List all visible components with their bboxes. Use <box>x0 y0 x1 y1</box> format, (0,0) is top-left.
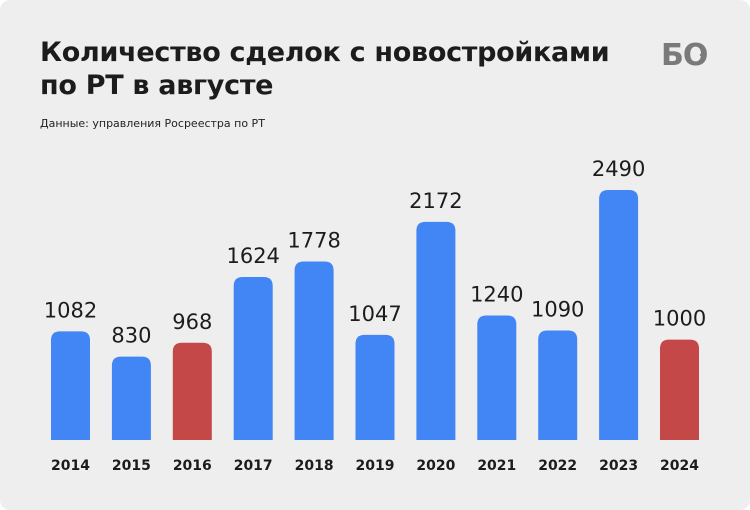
x-tick-2018: 2018 <box>295 458 334 474</box>
x-tick-2022: 2022 <box>538 458 577 474</box>
x-tick-2016: 2016 <box>173 458 212 474</box>
x-tick-2017: 2017 <box>234 458 273 474</box>
value-label-2015: 830 <box>111 324 151 348</box>
chart-title: Количество сделок с новостройками по РТ … <box>40 37 610 101</box>
clock-hand-icon <box>699 49 706 57</box>
bar-2015 <box>111 356 151 440</box>
x-tick-2019: 2019 <box>356 458 395 474</box>
bar-2020 <box>416 221 456 440</box>
x-tick-2014: 2014 <box>51 458 90 474</box>
value-label-2014: 1082 <box>44 298 97 322</box>
value-label-2023: 2490 <box>592 157 645 181</box>
value-label-2021: 1240 <box>470 283 523 307</box>
value-label-2016: 968 <box>172 310 212 334</box>
data-source-note: Данные: управления Росреестра по РТ <box>40 117 265 130</box>
value-label-2024: 1000 <box>653 307 706 331</box>
x-tick-2021: 2021 <box>477 458 516 474</box>
value-label-2017: 1624 <box>226 244 279 268</box>
value-label-2020: 2172 <box>409 189 462 213</box>
bar-2024 <box>660 339 699 440</box>
bar-2014 <box>51 331 90 440</box>
value-label-2022: 1090 <box>531 298 584 322</box>
bar-2019 <box>355 334 395 440</box>
x-tick-2023: 2023 <box>599 458 638 474</box>
x-tick-2024: 2024 <box>660 458 699 474</box>
bar-2021 <box>477 315 517 440</box>
bar-2022 <box>538 330 578 440</box>
value-label-2018: 1778 <box>287 228 340 252</box>
x-tick-2015: 2015 <box>112 458 151 474</box>
bar-2017 <box>233 276 273 440</box>
bar-2016 <box>172 342 212 440</box>
x-tick-2020: 2020 <box>416 458 455 474</box>
bar-2023 <box>599 190 639 440</box>
bar-2018 <box>294 261 334 440</box>
value-label-2019: 1047 <box>348 302 401 326</box>
brand-logo: БО <box>661 38 713 74</box>
